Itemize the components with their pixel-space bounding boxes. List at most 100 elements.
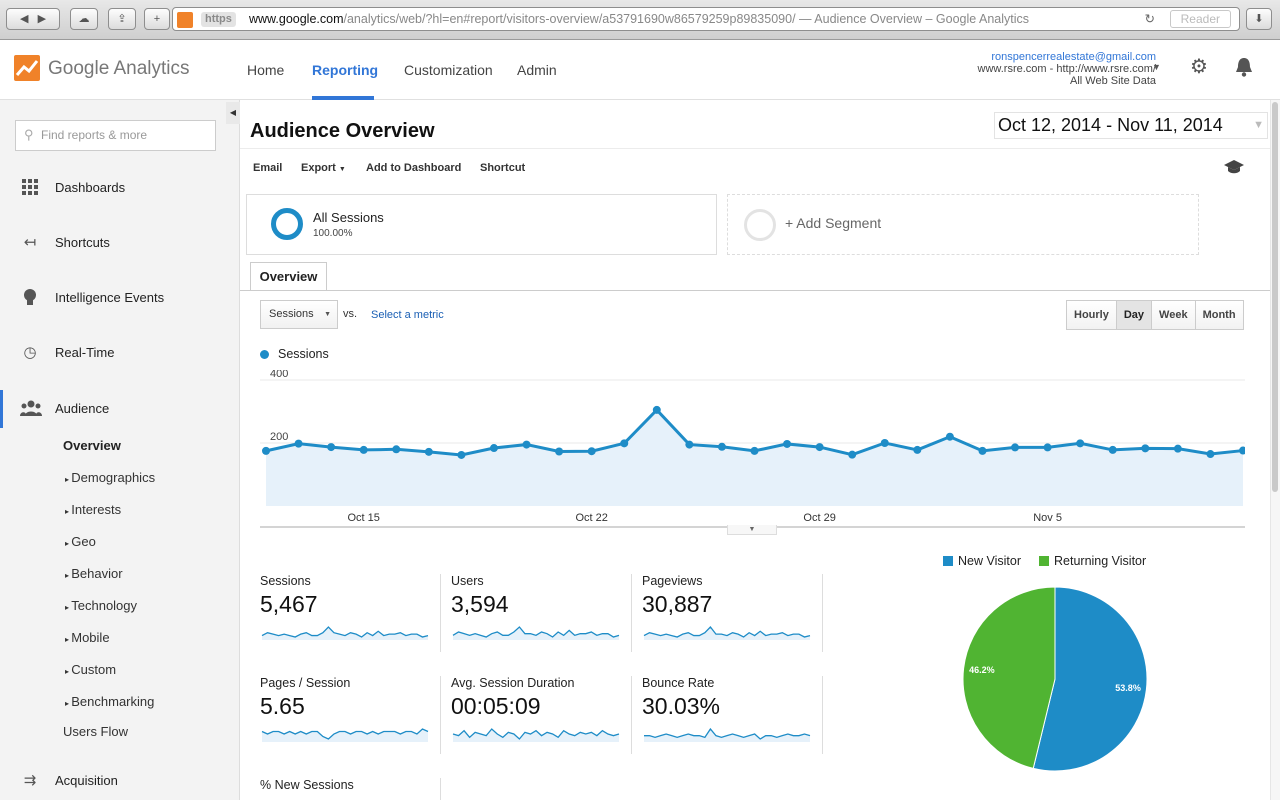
sidebar-sub-benchmarking[interactable]: ▸ Benchmarking: [65, 694, 154, 709]
sidebar-sub-geo[interactable]: ▸ Geo: [65, 534, 96, 549]
nav-reporting[interactable]: Reporting: [312, 62, 379, 78]
stat-value: 5,467: [260, 591, 318, 617]
granularity-month-button[interactable]: Month: [1195, 301, 1243, 329]
data-point: [457, 450, 466, 459]
add-to-dashboard-button[interactable]: Add to Dashboard: [366, 162, 462, 174]
granularity-day-button[interactable]: Day: [1116, 301, 1153, 329]
sidebar-sub-label: Demographics: [71, 470, 156, 485]
reader-button[interactable]: Reader: [1169, 10, 1231, 28]
reload-icon[interactable]: ↻: [1144, 12, 1155, 26]
metric-select[interactable]: Sessions ▼: [260, 300, 338, 329]
download-icon[interactable]: ⬇: [1246, 8, 1272, 30]
share-icon[interactable]: ⇪: [108, 8, 136, 30]
data-point: [717, 442, 726, 451]
caret-right-icon: ▸: [65, 699, 72, 708]
stat-pageviews[interactable]: Pageviews 30,887: [642, 574, 822, 640]
sparkline-line: [644, 727, 811, 740]
segment-name: All Sessions: [313, 210, 384, 225]
sidebar-item-intelligence-events[interactable]: Intelligence Events: [0, 283, 240, 313]
sidebar-item-audience[interactable]: Audience: [0, 390, 240, 428]
stat-label: % New Sessions: [260, 778, 354, 792]
stat-value: 30.03%: [642, 693, 721, 719]
sidebar-sub-overview[interactable]: Overview: [63, 438, 121, 453]
stat-sessions[interactable]: Sessions 5,467: [260, 574, 440, 640]
export-button[interactable]: Export ▼: [301, 162, 346, 174]
address-bar[interactable]: https www.google.com/analytics/web/?hl=e…: [172, 7, 1240, 31]
data-point: [1011, 443, 1020, 452]
granularity-hourly-button[interactable]: Hourly: [1067, 301, 1117, 329]
date-range-text: Oct 12, 2014 - Nov 11, 2014: [998, 115, 1223, 135]
nav-admin[interactable]: Admin: [517, 62, 557, 78]
x-tick-label: Oct 22: [575, 512, 607, 524]
pie-legend-new-visitor[interactable]: New Visitor: [943, 554, 1021, 568]
icloud-icon[interactable]: ☁: [70, 8, 98, 30]
data-point: [1141, 444, 1150, 453]
sparkline-line: [261, 626, 429, 638]
sparkline-line: [452, 626, 620, 638]
account-dropdown-icon[interactable]: ▼: [1152, 62, 1161, 72]
nav-home[interactable]: Home: [247, 62, 285, 78]
sidebar-sub-label: Behavior: [71, 566, 123, 581]
pie-legend-returning-visitor[interactable]: Returning Visitor: [1039, 554, 1146, 568]
sidebar-sub-label: Interests: [71, 502, 122, 517]
stat-pages-per-session[interactable]: Pages / Session 5.65: [260, 676, 440, 742]
caret-right-icon: ▸: [65, 539, 72, 548]
people-icon: [20, 400, 42, 418]
export-label: Export: [301, 162, 336, 174]
page-title: Audience Overview: [250, 120, 435, 142]
chevron-down-icon[interactable]: ▼: [727, 525, 777, 535]
sidebar-sub-demographics[interactable]: ▸ Demographics: [65, 470, 155, 485]
nav-customization[interactable]: Customization: [404, 62, 493, 78]
chevron-down-icon: ▼: [1253, 119, 1264, 131]
divider: [631, 574, 632, 652]
app-header: Google Analytics Home Reporting Customiz…: [0, 40, 1280, 100]
data-point: [522, 440, 531, 449]
stat-avg-session-duration[interactable]: Avg. Session Duration 00:05:09: [451, 676, 631, 742]
segment-all-sessions[interactable]: All Sessions 100.00%: [246, 194, 717, 255]
granularity-week-button[interactable]: Week: [1152, 301, 1196, 329]
sidebar-sub-technology[interactable]: ▸ Technology: [65, 598, 137, 613]
select-metric-link[interactable]: Select a metric: [371, 309, 444, 321]
sidebar-sub-mobile[interactable]: ▸ Mobile: [65, 630, 110, 645]
sidebar-sub-interests[interactable]: ▸ Interests: [65, 502, 121, 517]
date-range-picker[interactable]: Oct 12, 2014 - Nov 11, 2014 ▼: [994, 112, 1268, 139]
legend-swatch: [943, 556, 953, 566]
back-forward-buttons[interactable]: ◀ ▶: [6, 8, 60, 30]
sidebar-sub-behavior[interactable]: ▸ Behavior: [65, 566, 123, 581]
pie-slice-label: 46.2%: [969, 665, 995, 675]
stat-new-sessions[interactable]: % New Sessions: [260, 778, 440, 792]
favicon-icon: [177, 12, 193, 28]
gear-icon[interactable]: ⚙: [1190, 56, 1208, 78]
new-tab-button[interactable]: +: [144, 8, 170, 30]
legend-label-sessions[interactable]: Sessions: [278, 347, 329, 361]
legend-label: Returning Visitor: [1054, 554, 1147, 568]
tab-overview[interactable]: Overview: [250, 262, 327, 291]
data-point: [489, 444, 498, 453]
divider: [440, 778, 441, 800]
data-point: [1108, 445, 1117, 454]
sidebar-item-acquisition[interactable]: ⇉ Acquisition: [0, 766, 240, 796]
bell-icon[interactable]: [1233, 56, 1255, 78]
sidebar-sub-users-flow[interactable]: Users Flow: [63, 724, 129, 739]
sidebar-item-real-time[interactable]: ◷ Real-Time: [0, 338, 240, 368]
account-selector[interactable]: ronspencerrealestate@gmail.com www.rsre.…: [978, 51, 1156, 87]
stat-users[interactable]: Users 3,594: [451, 574, 631, 640]
sidebar-collapse-button[interactable]: ◀: [226, 102, 240, 124]
legend-label: New Visitor: [958, 554, 1021, 568]
stat-bounce-rate[interactable]: Bounce Rate 30.03%: [642, 676, 822, 742]
divider: [240, 290, 1270, 291]
add-segment-button[interactable]: + Add Segment: [727, 194, 1199, 255]
graduation-cap-icon[interactable]: [1224, 160, 1244, 177]
sparkline-area: [262, 627, 428, 640]
email-button[interactable]: Email: [253, 162, 283, 174]
sidebar-sub-custom[interactable]: ▸ Custom: [65, 662, 116, 677]
x-tick-label: Oct 15: [347, 512, 379, 524]
search-input[interactable]: ⚲ Find reports & more: [15, 120, 216, 151]
scrollbar-thumb[interactable]: [1272, 102, 1278, 492]
y-tick-label: 400: [270, 370, 288, 380]
data-point: [913, 445, 922, 454]
shortcut-button[interactable]: Shortcut: [480, 162, 526, 174]
sidebar-item-dashboards[interactable]: Dashboards: [0, 173, 240, 203]
visitor-type-pie-chart: 53.8% 46.2%: [962, 586, 1148, 772]
sidebar-item-shortcuts[interactable]: ↤ Shortcuts: [0, 228, 240, 258]
